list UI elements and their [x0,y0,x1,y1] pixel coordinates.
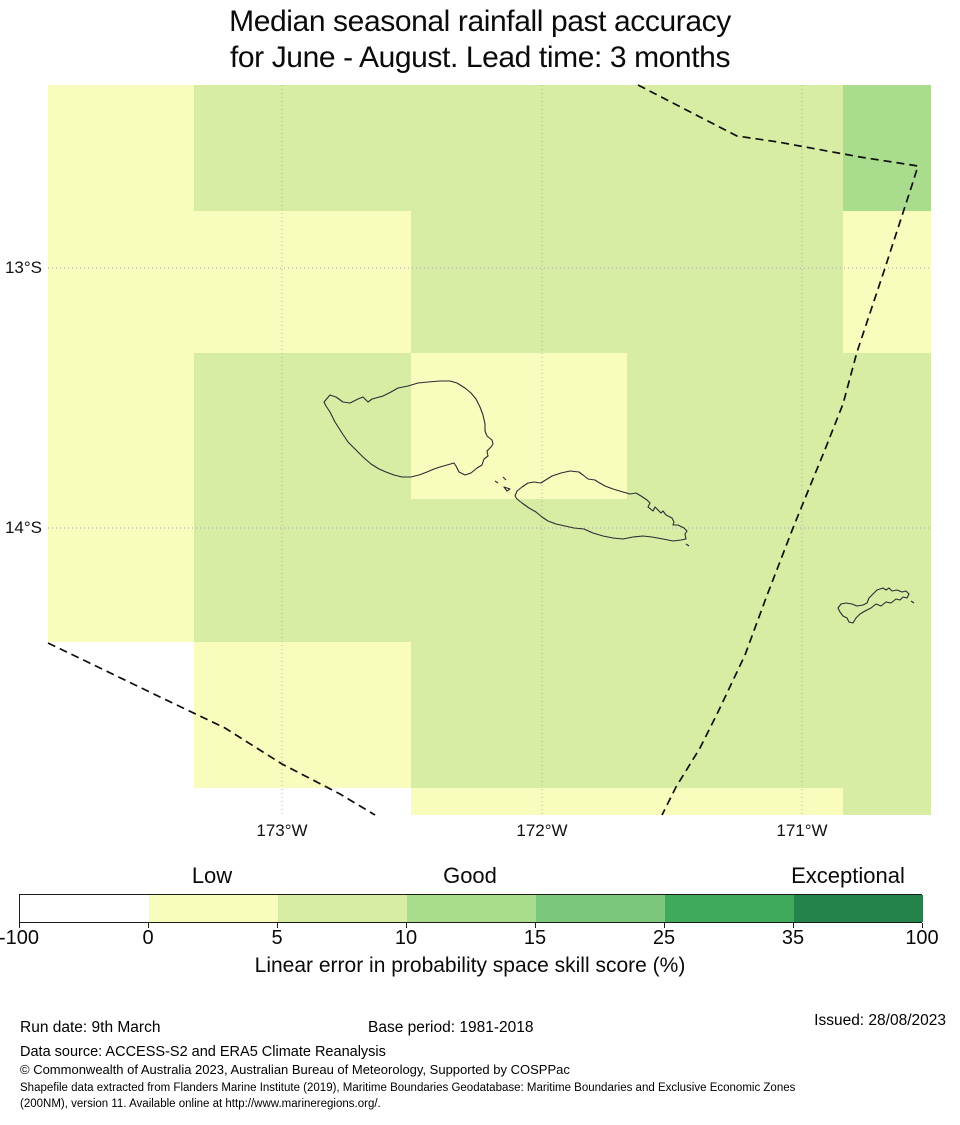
issued-date-text: Issued: 28/08/2023 [814,1012,946,1029]
colorbar-tick-label-35: 35 [781,927,805,949]
colorbar-segment-b10_15 [407,895,536,922]
shapefile-attribution: Shapefile data extracted from Flanders M… [20,1081,950,1112]
eez-boundary-east [637,84,920,816]
colorbar-segment-b35_100 [794,895,923,922]
colorbar-segment-neg [20,895,149,922]
map-cell-b0_5 [48,499,194,642]
map-cell-b5_10 [194,499,843,642]
skill-score-map [47,84,931,816]
colorbar-caption: Linear error in probability space skill … [254,954,686,977]
colorbar-tick [922,923,924,928]
map-cell-neg [48,642,194,788]
colorbar-tick-label-10: 10 [394,927,418,949]
copyright-text: © Commonwealth of Australia 2023, Austra… [20,1062,570,1077]
map-cell-b5_10 [194,85,843,211]
base-period-text: Base period: 1981-2018 [368,1019,534,1036]
map-cell-b0_5 [843,211,931,353]
page-title-line2: for June - August. Lead time: 3 months [229,41,731,74]
colorbar-zone-label-good: Good [443,863,497,888]
colorbar-segment-b5_10 [278,895,407,922]
upolu-island-coastline [514,470,688,542]
savaii-island-coastline [323,380,494,478]
map-cell-b5_10 [194,353,411,499]
map-cell-b0_5 [194,642,411,788]
map-cell-b5_10 [843,788,931,815]
page-title-line1: Median seasonal rainfall past accuracy [229,5,731,38]
colorbar-tick-label--100: -100 [0,927,40,949]
colorbar-tick-label-100: 100 [905,927,939,949]
map-cell-b0_5 [48,353,194,499]
colorbar-zone-label-exceptional: Exceptional [791,863,905,888]
colorbar-tick [277,923,279,928]
x-axis-label-172°W: 172°W [516,821,568,840]
colorbar [19,894,923,923]
map-cell-b10_15 [843,85,931,211]
map-cell-b5_10 [411,211,843,353]
colorbar-zone-label-low: Low [191,863,233,888]
shapefile-attribution-line1: Shapefile data extracted from Flanders M… [20,1082,796,1094]
colorbar-tick [535,923,537,928]
x-axis-label-173°W: 173°W [256,821,308,840]
colorbar-tick [664,923,666,928]
map-cell-b5_10 [843,642,931,788]
colorbar-tick-label-25: 25 [652,927,676,949]
colorbar-tick [148,923,150,928]
map-cell-b5_10 [843,353,931,499]
savaii-se-islet-coastline [502,476,507,481]
colorbar-segment-b0_5 [149,895,278,922]
y-axis-label-13°S: 13°S [4,258,42,277]
map-cell-b0_5 [411,788,843,815]
aunuu-islet-coastline [910,600,915,604]
map-cell-b5_10 [843,499,931,642]
x-axis-label-171°W: 171°W [776,821,828,840]
shapefile-attribution-line2: (200NM), version 11. Available online at… [20,1097,381,1110]
map-cell-b0_5 [48,85,194,211]
map-cell-b0_5 [411,353,627,499]
colorbar-segment-b25_35 [665,895,794,922]
manono-islet-coastline [503,486,511,492]
y-axis-label-14°S: 14°S [4,518,42,537]
map-cell-b5_10 [627,353,843,499]
map-cell-b5_10 [411,642,843,788]
colorbar-tick-label-0: 0 [142,927,154,949]
colorbar-segment-b15_25 [536,895,665,922]
colorbar-tick-label-5: 5 [271,927,283,949]
run-date-text: Run date: 9th March [20,1019,161,1036]
colorbar-tick [19,923,21,928]
tutuila-island-coastline [837,587,910,624]
apolima-islet-coastline [494,480,499,484]
nuutele-islet-coastline [685,543,690,547]
data-source-text: Data source: ACCESS-S2 and ERA5 Climate … [20,1044,386,1060]
colorbar-tick [793,923,795,928]
colorbar-tick [406,923,408,928]
map-cell-neg [48,788,411,815]
map-cell-b0_5 [48,211,411,353]
eez-boundary-west [47,642,376,816]
colorbar-tick-label-15: 15 [523,927,547,949]
